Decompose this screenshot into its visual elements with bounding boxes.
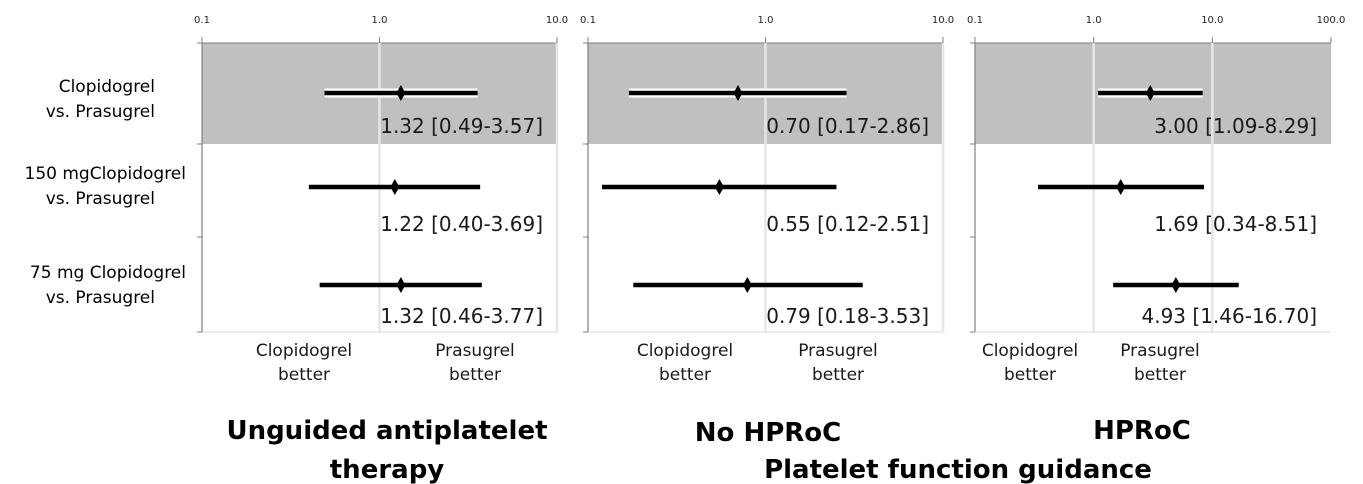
panel-hproc: 0.1 1.0 10.0 100.0 3.00 [1.09-8.29] 1.69 [0.3… [967, 15, 1345, 385]
estimate-marker-row-2 [390, 179, 400, 195]
section-titles: Unguided antiplatelet therapy No HPRoC H… [226, 416, 1190, 484]
row-label-3-line2: vs. Prasugrel [46, 288, 155, 308]
estimate-label-row-2: 1.69 [0.34-8.51] [1154, 212, 1317, 236]
estimate-marker-row-3 [396, 277, 406, 293]
row-label-1-line1: Clopidogrel [59, 77, 155, 97]
better-label-left-line2: better [278, 365, 330, 385]
better-label-left-line1: Clopidogrel [637, 341, 733, 361]
x-tick-label-0: 0.1 [580, 15, 596, 26]
better-label-left-line1: Clopidogrel [982, 341, 1078, 361]
better-label-left-line1: Clopidogrel [256, 341, 352, 361]
estimate-marker-row-3 [742, 277, 752, 293]
better-label-left-line2: better [659, 365, 711, 385]
estimate-marker-row-1 [396, 85, 406, 101]
x-tick-label-1: 1.0 [1086, 15, 1102, 26]
x-tick-label-2: 10.0 [1201, 15, 1223, 26]
title-unguided-line1: Unguided antiplatelet [226, 416, 547, 446]
row-label-2-line1: 150 mgClopidogrel [25, 164, 187, 184]
title-unguided-line2: therapy [330, 455, 445, 484]
better-label-left-line2: better [1004, 365, 1056, 385]
better-label-right-line2: better [812, 365, 864, 385]
x-tick-label-3: 100.0 [1317, 15, 1346, 26]
estimate-label-row-1: 1.32 [0.49-3.57] [380, 114, 543, 138]
estimate-label-row-2: 0.55 [0.12-2.51] [766, 212, 929, 236]
better-label-right-line2: better [449, 365, 501, 385]
estimate-label-row-3: 0.79 [0.18-3.53] [766, 304, 929, 328]
x-tick-label-0: 0.1 [967, 15, 983, 26]
title-hproc: HPRoC [1093, 416, 1191, 446]
title-platelet-function-guidance: Platelet function guidance [764, 455, 1152, 484]
row-label-1-line2: vs. Prasugrel [46, 102, 155, 122]
estimate-label-row-3: 1.32 [0.46-3.77] [380, 304, 543, 328]
better-label-right-line2: better [1134, 365, 1186, 385]
better-label-right-line1: Prasugrel [1120, 341, 1200, 361]
x-tick-label-2: 10.0 [546, 15, 568, 26]
estimate-marker-row-2 [1116, 179, 1126, 195]
x-tick-label-1: 1.0 [372, 15, 388, 26]
estimate-marker-row-1 [733, 85, 743, 101]
panel-unguided: 0.1 1.0 10.0 1.32 [0.49-3.57] 1.22 [0.40-3.6… [194, 15, 568, 385]
better-label-right-line1: Prasugrel [798, 341, 878, 361]
title-no-hproc: No HPRoC [695, 418, 841, 448]
estimate-label-row-1: 0.70 [0.17-2.86] [766, 114, 929, 138]
better-label-right-line1: Prasugrel [435, 341, 515, 361]
x-tick-label-2: 10.0 [932, 15, 954, 26]
estimate-label-row-2: 1.22 [0.40-3.69] [380, 212, 543, 236]
estimate-marker-row-3 [1171, 277, 1181, 293]
estimate-label-row-3: 4.93 [1.46-16.70] [1142, 304, 1318, 328]
row-label-2-line2: vs. Prasugrel [46, 189, 155, 209]
row-labels: Clopidogrel vs. Prasugrel 150 mgClopidog… [25, 77, 187, 308]
estimate-marker-row-1 [1145, 85, 1155, 101]
row-label-3-line1: 75 mg Clopidogrel [30, 263, 186, 283]
x-tick-label-1: 1.0 [758, 15, 774, 26]
estimate-marker-row-2 [714, 179, 724, 195]
estimate-label-row-1: 3.00 [1.09-8.29] [1154, 114, 1317, 138]
x-tick-label-0: 0.1 [194, 15, 210, 26]
panel-no-hproc: 0.1 1.0 10.0 0.70 [0.17-2.86] 0.55 [0.12-2.5… [580, 15, 954, 385]
